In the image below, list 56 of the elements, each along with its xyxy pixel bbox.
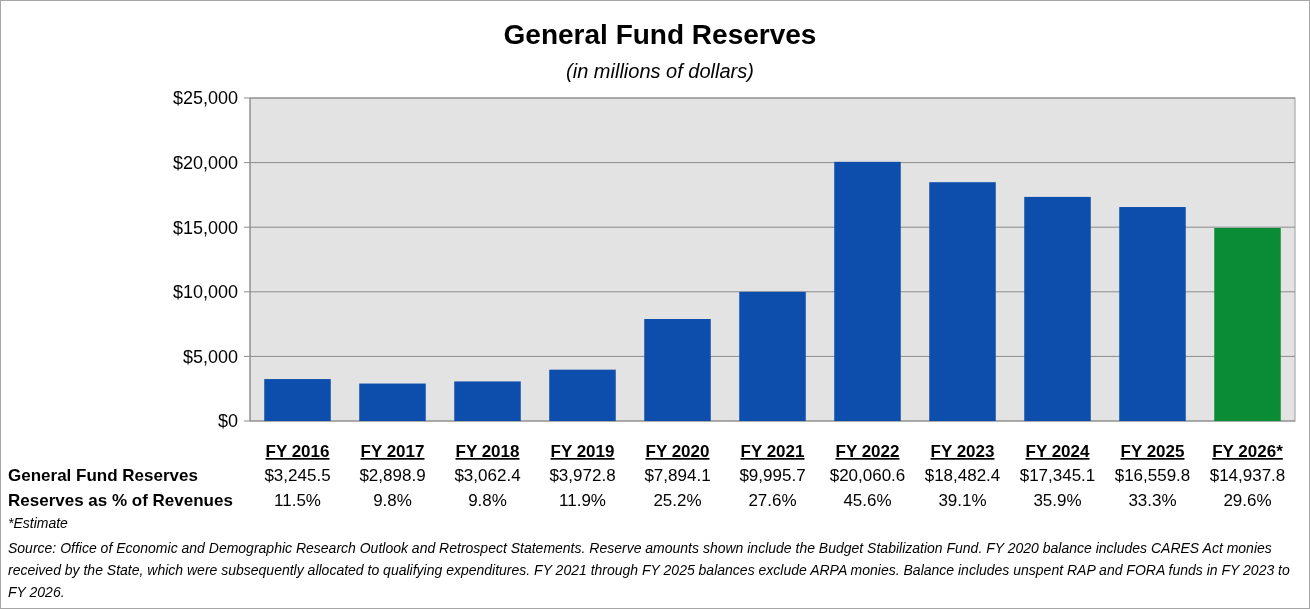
text: 27.6% <box>748 491 797 510</box>
x-tick-label: FY 2022 <box>835 442 900 461</box>
text: 33.3% <box>1128 491 1177 510</box>
x-tick-label: FY 2023 <box>930 442 995 461</box>
y-tick-label: $10,000 <box>172 282 238 303</box>
bar <box>359 383 426 421</box>
x-tick-label: FY 2019 <box>550 442 615 461</box>
text: 11.9% <box>559 491 606 510</box>
text: 29.6% <box>1223 491 1272 510</box>
y-tick-label: $0 <box>217 411 238 432</box>
data-label: $3,245.5 <box>264 466 331 485</box>
text: *Estimate <box>8 515 69 531</box>
data-label: $18,482.4 <box>924 466 1001 485</box>
bar <box>1119 207 1186 421</box>
data-label: $2,898.9 <box>359 466 426 485</box>
bar <box>929 182 996 421</box>
bar <box>1024 196 1091 421</box>
x-tick-label: FY 2018 <box>455 442 520 461</box>
bar <box>834 161 901 421</box>
y-tick-label: $20,000 <box>172 152 238 173</box>
y-tick-label: $25,000 <box>172 88 238 109</box>
text: General Fund Reserves <box>8 466 198 485</box>
y-tick-label: $15,000 <box>172 217 238 238</box>
data-label: $7,894.1 <box>644 466 711 485</box>
data-label: $9,995.7 <box>739 466 806 485</box>
text: 9.8% <box>373 491 412 510</box>
x-tick-label: FY 2025 <box>1120 442 1185 461</box>
bar <box>264 379 331 421</box>
text: 25.2% <box>653 491 702 510</box>
text: Reserves as % of Revenues <box>8 491 233 510</box>
text: 45.6% <box>843 491 892 510</box>
chart-title: General Fund Reserves <box>503 19 817 50</box>
data-label: $3,972.8 <box>549 466 616 485</box>
x-tick-label: FY 2021 <box>740 442 805 461</box>
data-label: $14,937.8 <box>1209 466 1286 485</box>
bar <box>454 381 521 421</box>
data-label: $3,062.4 <box>454 466 521 485</box>
bar <box>549 369 616 421</box>
x-tick-label: FY 2016 <box>265 442 330 461</box>
text: 11.5% <box>274 491 321 510</box>
chart-subtitle: (in millions of dollars) <box>566 60 754 82</box>
source-note: Source: Office of Economic and Demographic Research Outlook and Retrospect Statements. Reserve amounts shown include the Budget Stabilization Fund. FY 2020 balance includes CARES Act monies received by the State, which were subsequently allocated to qualifying expenditures. FY 2021 through FY 2025 balances exclude ARPA monies. Balance includes unspent RAP and FORA funds in FY 2023 to FY 2026. <box>8 540 1290 600</box>
x-tick-label: FY 2024 <box>1025 442 1091 461</box>
bar <box>1214 228 1281 421</box>
bar <box>739 291 806 421</box>
text: 35.9% <box>1033 491 1082 510</box>
bar <box>644 319 711 421</box>
data-label: $20,060.6 <box>829 466 906 485</box>
y-tick-label: $5,000 <box>182 346 238 367</box>
x-tick-label: FY 2017 <box>360 442 425 461</box>
x-tick-label: FY 2020 <box>645 442 710 461</box>
text: 9.8% <box>468 491 507 510</box>
data-label: $16,559.8 <box>1114 466 1191 485</box>
x-tick-label: FY 2026* <box>1212 442 1284 461</box>
text: 39.1% <box>938 491 987 510</box>
data-label: $17,345.1 <box>1019 466 1096 485</box>
